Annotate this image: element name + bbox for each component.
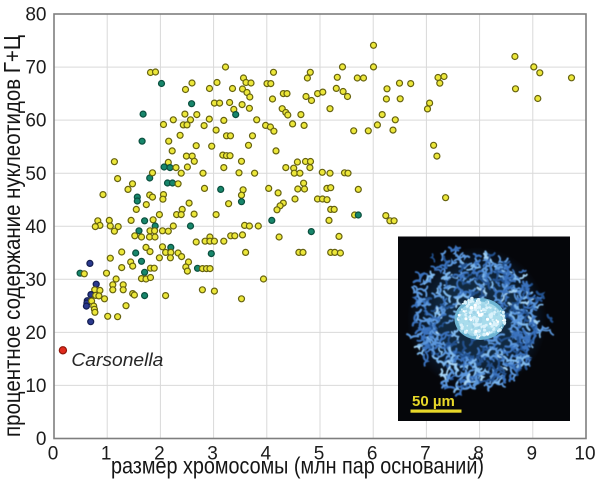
svg-text:Carsonella: Carsonella — [71, 349, 163, 370]
svg-text:10: 10 — [574, 444, 595, 465]
svg-text:70: 70 — [25, 58, 46, 79]
svg-text:0: 0 — [48, 444, 59, 465]
svg-text:40: 40 — [25, 217, 46, 238]
svg-text:9: 9 — [527, 444, 538, 465]
svg-text:30: 30 — [25, 270, 46, 291]
svg-text:10: 10 — [25, 376, 46, 397]
svg-text:5: 5 — [314, 444, 325, 465]
svg-text:4: 4 — [261, 444, 272, 465]
svg-text:50 µm: 50 µm — [412, 393, 455, 410]
svg-text:процентное содержание нуклеоти: процентное содержание нуклеотидов Г+Ц — [0, 35, 25, 437]
svg-text:60: 60 — [25, 111, 46, 132]
svg-text:80: 80 — [25, 5, 46, 26]
svg-text:7: 7 — [420, 444, 431, 465]
svg-text:3: 3 — [207, 444, 218, 465]
svg-text:0: 0 — [36, 429, 47, 450]
svg-text:20: 20 — [25, 323, 46, 344]
svg-text:2: 2 — [154, 444, 165, 465]
svg-text:8: 8 — [473, 444, 484, 465]
svg-text:6: 6 — [367, 444, 378, 465]
svg-text:50: 50 — [25, 164, 46, 185]
svg-text:1: 1 — [101, 444, 112, 465]
svg-text:размер хромосомы (млн пар осно: размер хромосомы (млн пар оснований) — [111, 453, 484, 479]
